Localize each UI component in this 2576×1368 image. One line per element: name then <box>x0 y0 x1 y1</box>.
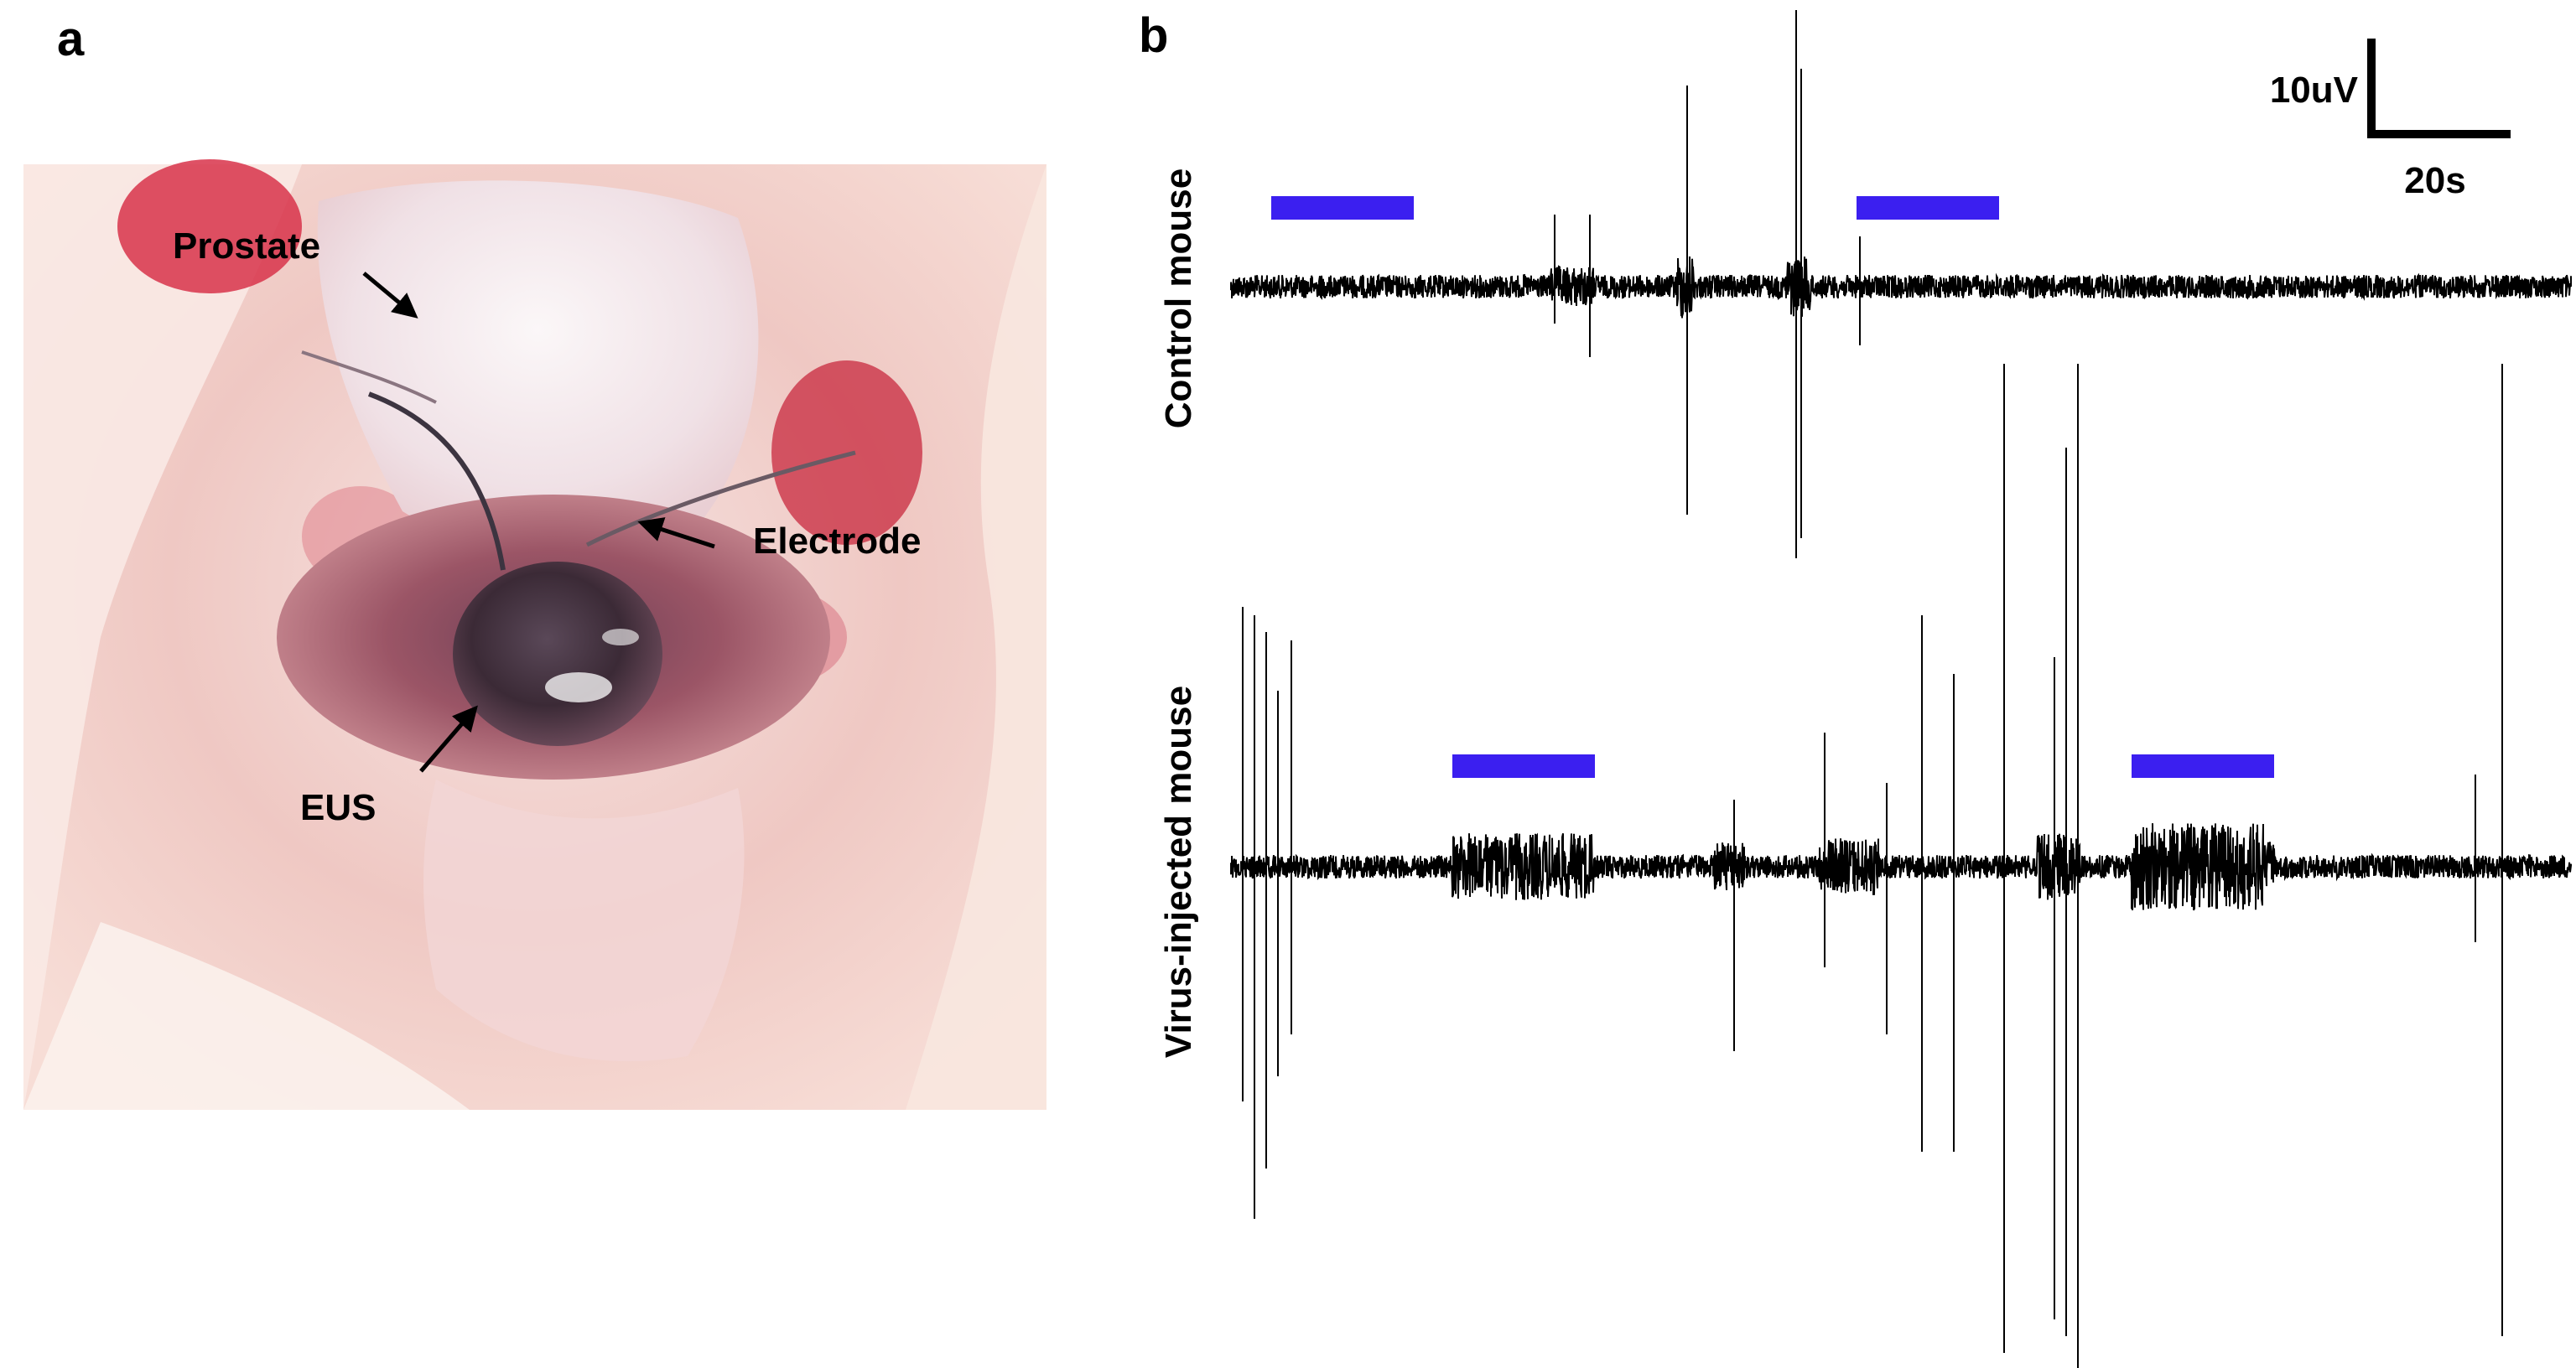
stimulus-bar <box>2132 754 2274 778</box>
scale-bar: 10uV 20s <box>2270 39 2511 201</box>
prostate-label: Prostate <box>173 225 320 267</box>
eus-arrow <box>419 705 478 773</box>
virus-trace-label: Virus-injected mouse <box>1158 686 1199 1058</box>
control-trace-label: Control mouse <box>1158 168 1199 428</box>
panel-a: a Prostate <box>23 12 1046 1110</box>
panel-b: b 10uV 20s Control mouse Virus-injected … <box>1139 8 2572 1368</box>
control-trace-group: Control mouse <box>1158 10 2572 558</box>
electrode-label: Electrode <box>753 521 922 562</box>
prostate-arrow <box>362 272 418 319</box>
stimulus-bar <box>1857 196 1999 220</box>
virus-trace <box>1230 364 2572 1368</box>
control-trace <box>1230 10 2572 558</box>
scale-bar-lines <box>2367 39 2511 138</box>
electrode-arrow <box>637 517 715 549</box>
surgical-photo <box>23 159 1046 1110</box>
stimulus-bar <box>1452 754 1595 778</box>
scale-bar-vertical-label: 10uV <box>2270 70 2359 111</box>
scale-bar-horizontal-label: 20s <box>2404 160 2465 201</box>
virus-trace-group: Virus-injected mouse <box>1158 364 2572 1368</box>
panel-a-letter: a <box>57 12 85 66</box>
eus-label: EUS <box>300 787 376 828</box>
panel-b-letter: b <box>1139 8 1168 63</box>
stimulus-bar <box>1271 196 1414 220</box>
